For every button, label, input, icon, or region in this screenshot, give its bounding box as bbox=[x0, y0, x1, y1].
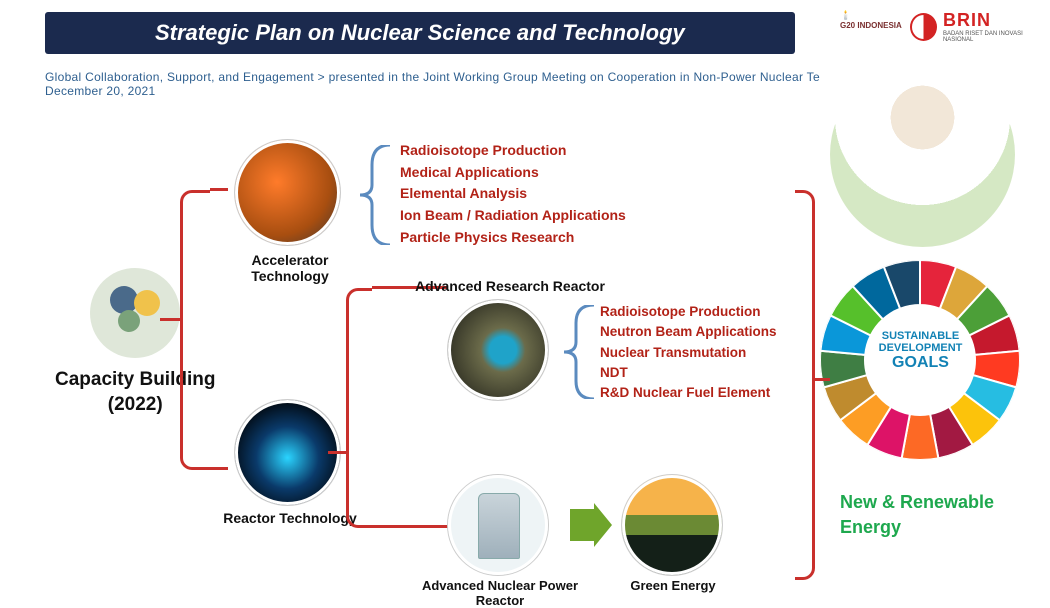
bracket-main bbox=[210, 467, 228, 470]
brace-accelerator bbox=[360, 145, 388, 240]
g20-logo: 🕯️ G20 INDONESIA bbox=[840, 10, 902, 30]
list-item: Medical Applications bbox=[400, 162, 626, 184]
accelerator-list: Radioisotope Production Medical Applicat… bbox=[400, 140, 626, 248]
list-item: Nuclear Transmutation bbox=[600, 343, 777, 363]
green-energy-image bbox=[622, 475, 722, 575]
page-title: Strategic Plan on Nuclear Science and Te… bbox=[155, 20, 685, 46]
adv-research-image bbox=[448, 300, 548, 400]
people-group-icon bbox=[90, 268, 180, 358]
brace-research bbox=[564, 305, 592, 395]
sdg-center-label: SUSTAINABLE DEVELOPMENT GOALS bbox=[868, 330, 973, 372]
bracket-main bbox=[180, 320, 210, 470]
bracket-main bbox=[180, 190, 210, 320]
research-list: Radioisotope Production Neutron Beam App… bbox=[600, 302, 777, 403]
brin-logo-icon bbox=[910, 13, 937, 41]
brin-label: BRIN bbox=[943, 10, 1050, 31]
adv-research-label: Advanced Research Reactor bbox=[400, 278, 620, 294]
title-bar: Strategic Plan on Nuclear Science and Te… bbox=[45, 12, 795, 54]
power-reactor-image bbox=[448, 475, 548, 575]
list-item: Particle Physics Research bbox=[400, 227, 626, 249]
accelerator-image bbox=[235, 140, 340, 245]
presenter-photo bbox=[830, 62, 1015, 247]
new-energy-label: New & Renewable Energy bbox=[840, 490, 994, 540]
reactor-label: Reactor Technology bbox=[220, 510, 360, 526]
breadcrumb: Global Collaboration, Support, and Engag… bbox=[45, 70, 835, 98]
brin-logo: BRIN BADAN RISET DAN INOVASI NASIONAL bbox=[910, 10, 1050, 43]
green-energy-label: Green Energy bbox=[608, 578, 738, 593]
g20-label: G20 INDONESIA bbox=[840, 21, 902, 30]
list-item: Neutron Beam Applications bbox=[600, 322, 777, 342]
bracket-reactor bbox=[346, 453, 372, 528]
bracket-right bbox=[795, 380, 815, 580]
bracket-main bbox=[160, 318, 180, 321]
list-item: R&D Nuclear Fuel Element bbox=[600, 383, 777, 403]
list-item: Radioisotope Production bbox=[600, 302, 777, 322]
list-item: Ion Beam / Radiation Applications bbox=[400, 205, 626, 227]
brin-sublabel: BADAN RISET DAN INOVASI NASIONAL bbox=[943, 31, 1050, 43]
bracket-reactor bbox=[346, 288, 372, 453]
list-item: NDT bbox=[600, 363, 777, 383]
list-item: Elemental Analysis bbox=[400, 183, 626, 205]
list-item: Radioisotope Production bbox=[400, 140, 626, 162]
power-reactor-label: Advanced Nuclear Power Reactor bbox=[400, 578, 600, 608]
bracket-right bbox=[815, 378, 830, 381]
bracket-main bbox=[210, 188, 228, 191]
bracket-right bbox=[795, 190, 815, 380]
accelerator-label: Accelerator Technology bbox=[220, 252, 360, 284]
reactor-image bbox=[235, 400, 340, 505]
bracket-reactor bbox=[372, 525, 448, 528]
bracket-reactor bbox=[328, 451, 346, 454]
